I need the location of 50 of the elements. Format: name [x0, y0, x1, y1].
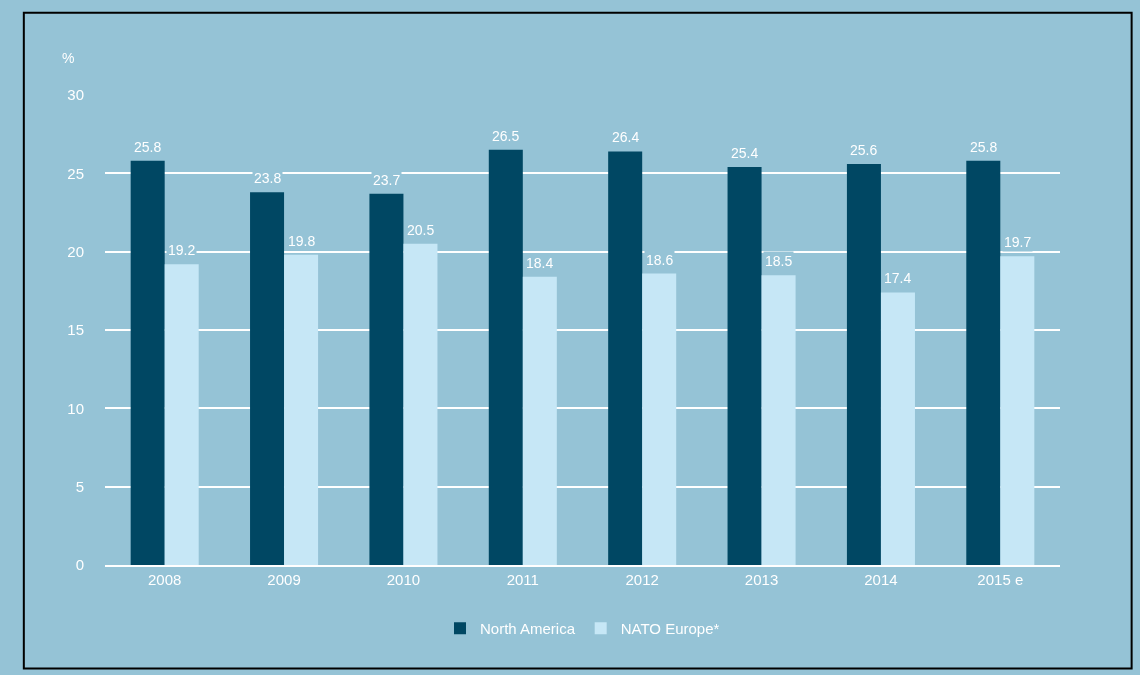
data-label: 20.5	[407, 222, 435, 238]
bar	[284, 254, 319, 565]
bar	[164, 264, 199, 565]
legend-label: NATO Europe*	[620, 620, 720, 638]
data-label: 25.8	[134, 139, 162, 155]
y-tick-label: 30	[67, 86, 84, 104]
y-axis-title: %	[62, 50, 75, 66]
bar	[250, 192, 285, 565]
data-label: 25.4	[731, 145, 759, 161]
bar	[880, 292, 915, 565]
data-label: 26.5	[492, 128, 520, 144]
bar	[522, 276, 557, 565]
bar	[761, 275, 796, 565]
data-label: 25.6	[850, 142, 878, 158]
x-tick-label: 2011	[506, 571, 539, 588]
y-tick-label: 10	[67, 399, 84, 417]
bar	[403, 243, 438, 565]
y-tick-label: 0	[75, 556, 84, 574]
data-label: 25.8	[970, 139, 998, 155]
data-label: 23.7	[373, 172, 401, 188]
bar	[369, 193, 404, 565]
data-label: 19.2	[168, 242, 196, 258]
x-tick-label: 2014	[864, 571, 898, 588]
x-tick-label: 2009	[267, 571, 301, 588]
bar	[130, 160, 165, 565]
bar	[966, 160, 1001, 565]
x-tick-label: 2013	[744, 571, 779, 588]
data-label: 18.5	[765, 253, 793, 269]
bar	[488, 149, 523, 565]
bar	[846, 163, 881, 565]
y-tick-label: 15	[67, 321, 84, 339]
bar	[727, 167, 762, 565]
data-label: 19.7	[1004, 234, 1032, 250]
data-label: 26.4	[612, 129, 640, 145]
y-tick-label: 20	[67, 242, 84, 260]
y-tick-label: 5	[75, 477, 84, 495]
x-tick-label: 2010	[386, 571, 421, 588]
bar	[642, 273, 677, 565]
x-tick-label: 2012	[625, 571, 659, 588]
data-label: 17.4	[884, 270, 912, 286]
bar	[1000, 256, 1035, 565]
data-label: 18.4	[526, 255, 554, 271]
bar	[608, 151, 643, 565]
x-tick-label: 2015 e	[977, 571, 1024, 588]
legend-label: North America	[480, 620, 576, 638]
data-label: 19.8	[288, 233, 316, 249]
x-tick-label: 2008	[148, 571, 182, 588]
data-label: 18.6	[646, 252, 674, 268]
data-label: 23.8	[254, 170, 282, 186]
y-tick-label: 25	[67, 164, 84, 182]
